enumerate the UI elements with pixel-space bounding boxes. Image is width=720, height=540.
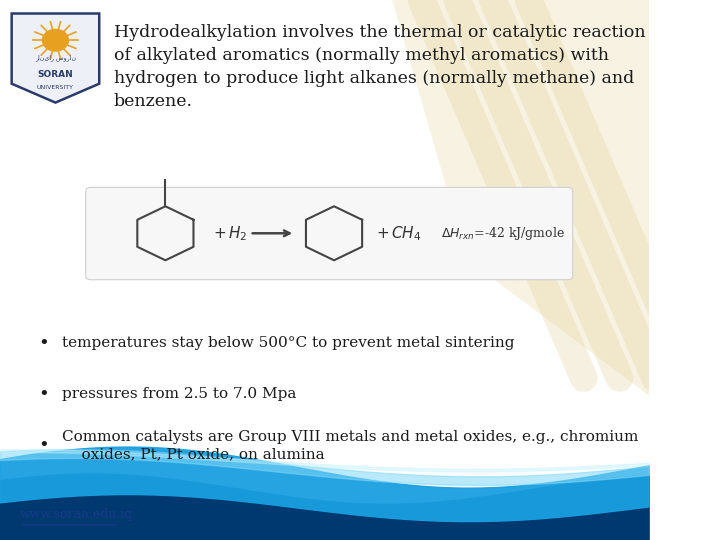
Text: SORAN: SORAN xyxy=(37,71,73,79)
Circle shape xyxy=(42,29,68,51)
Text: •: • xyxy=(38,334,49,352)
FancyBboxPatch shape xyxy=(86,187,572,280)
Text: $+\,H_2$: $+\,H_2$ xyxy=(212,224,247,242)
Text: Common catalysts are Group VIII metals and metal oxides, e.g., chromium
    oxid: Common catalysts are Group VIII metals a… xyxy=(62,430,638,461)
Text: UNIVERSITY: UNIVERSITY xyxy=(37,85,74,90)
Text: temperatures stay below 500°C to prevent metal sintering: temperatures stay below 500°C to prevent… xyxy=(62,336,514,350)
Text: pressures from 2.5 to 7.0 Mpa: pressures from 2.5 to 7.0 Mpa xyxy=(62,387,296,401)
Text: $+\,CH_4$: $+\,CH_4$ xyxy=(376,224,422,242)
Text: •: • xyxy=(38,385,49,403)
Text: Hydrodealkylation involves the thermal or catalytic reaction
of alkylated aromat: Hydrodealkylation involves the thermal o… xyxy=(114,24,645,110)
Polygon shape xyxy=(12,14,99,103)
Text: $\Delta H_{rxn}$=-42 kJ/gmole: $\Delta H_{rxn}$=-42 kJ/gmole xyxy=(441,225,565,242)
Text: •: • xyxy=(38,436,49,455)
Polygon shape xyxy=(390,0,662,405)
Text: www.soran.edu.iq: www.soran.edu.iq xyxy=(19,508,132,521)
Text: رانیار سوران: رانیار سوران xyxy=(35,55,76,62)
